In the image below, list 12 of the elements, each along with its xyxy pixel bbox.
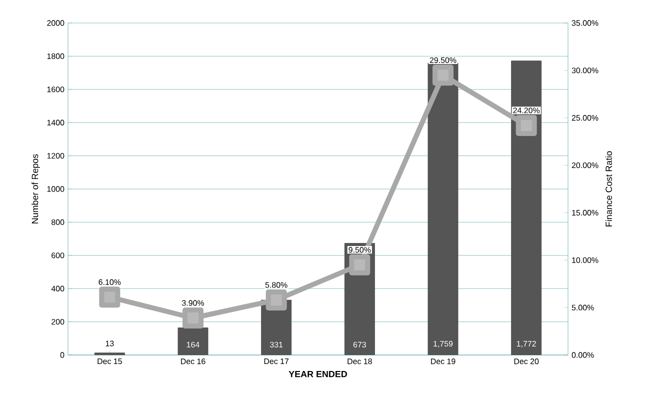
bar <box>428 62 458 355</box>
x-axis-title: YEAR ENDED <box>288 371 348 378</box>
point <box>349 254 370 276</box>
point <box>516 114 537 136</box>
bar <box>178 328 208 355</box>
point <box>182 308 204 329</box>
bar <box>511 60 542 355</box>
y-axis-title: Number of Repos <box>32 154 40 224</box>
y2-axis-title: Finance Cost Ratio <box>605 151 612 226</box>
point <box>266 289 287 310</box>
point <box>99 286 120 308</box>
point <box>432 64 454 86</box>
